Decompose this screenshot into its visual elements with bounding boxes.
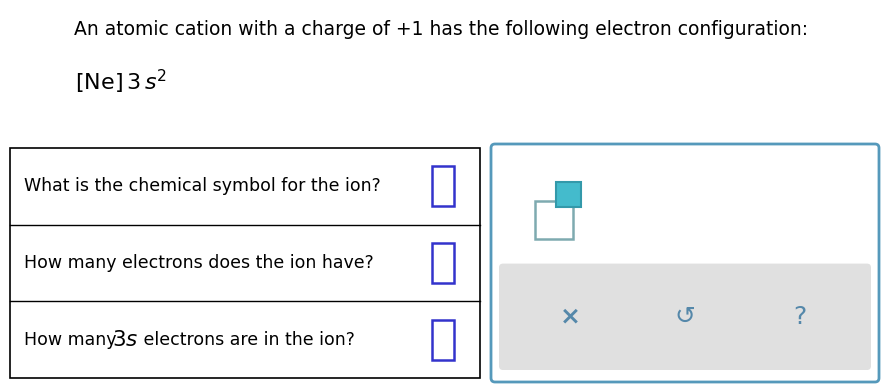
- Text: How many: How many: [24, 331, 122, 349]
- Text: $3s$: $3s$: [112, 330, 139, 350]
- Bar: [10, 148, 480, 378]
- Bar: [556, 182, 581, 207]
- Text: ↺: ↺: [675, 305, 696, 329]
- Text: $\left[\mathrm{Ne}\right]\,3\,s^{2}$: $\left[\mathrm{Ne}\right]\,3\,s^{2}$: [75, 68, 167, 96]
- Bar: [432, 166, 454, 206]
- Bar: [432, 243, 454, 283]
- FancyBboxPatch shape: [499, 263, 871, 370]
- Bar: [535, 201, 573, 239]
- Bar: [432, 320, 454, 359]
- Text: ?: ?: [793, 305, 807, 329]
- Text: electrons are in the ion?: electrons are in the ion?: [138, 331, 355, 349]
- FancyBboxPatch shape: [491, 144, 879, 382]
- Text: ×: ×: [560, 305, 580, 329]
- Text: How many electrons does the ion have?: How many electrons does the ion have?: [24, 254, 374, 272]
- Text: An atomic cation with a charge of +1 has the following electron configuration:: An atomic cation with a charge of +1 has…: [74, 20, 809, 39]
- Text: What is the chemical symbol for the ion?: What is the chemical symbol for the ion?: [24, 177, 381, 195]
